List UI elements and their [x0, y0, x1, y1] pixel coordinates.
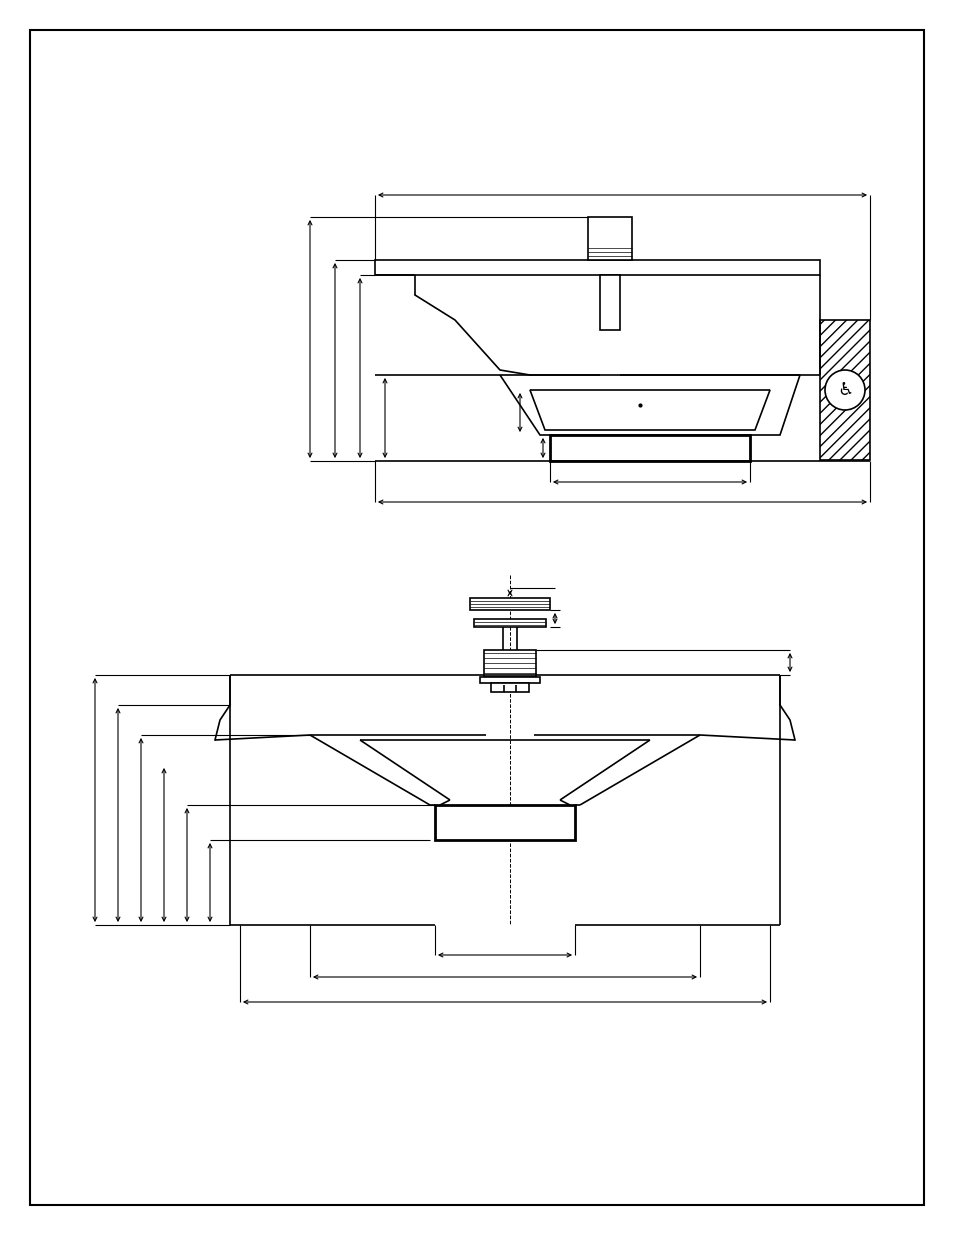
Bar	[470, 598, 550, 610]
Text: ♿: ♿	[836, 382, 852, 399]
Circle shape	[824, 370, 864, 410]
Bar	[375, 261, 820, 275]
Bar	[491, 683, 529, 692]
Bar	[820, 320, 869, 459]
Bar	[483, 650, 536, 677]
Bar	[599, 275, 619, 330]
Bar	[435, 805, 575, 840]
Bar	[550, 435, 749, 461]
Bar	[474, 619, 545, 627]
Bar	[587, 217, 631, 261]
Bar	[479, 677, 539, 683]
